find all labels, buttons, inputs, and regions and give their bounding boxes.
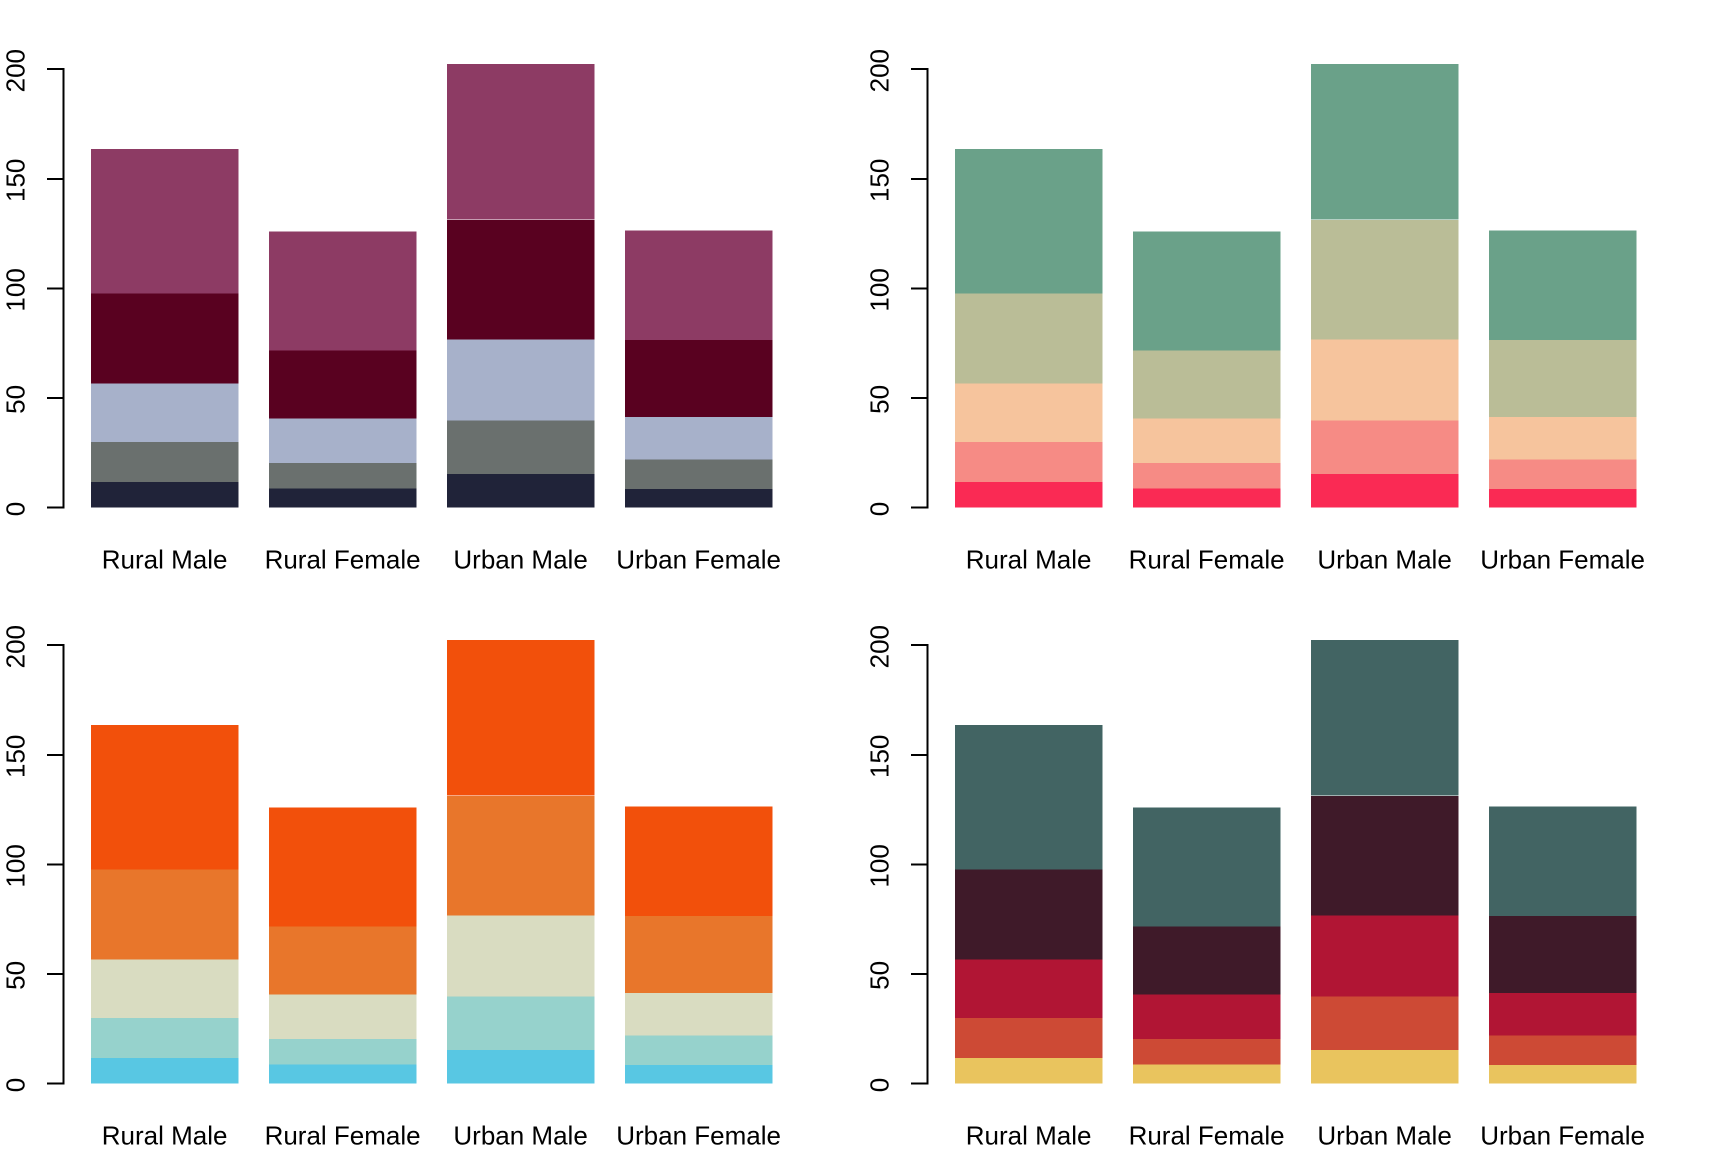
svg-text:100: 100 [865,268,895,311]
svg-text:100: 100 [1,268,31,311]
svg-text:Rural Male: Rural Male [966,545,1092,575]
svg-text:200: 200 [865,49,895,92]
svg-text:Urban Male: Urban Male [453,545,587,575]
svg-text:150: 150 [865,735,895,778]
svg-text:Rural Male: Rural Male [966,1121,1092,1151]
svg-text:0: 0 [1,1078,31,1092]
svg-text:0: 0 [865,502,895,516]
svg-text:0: 0 [865,1078,895,1092]
svg-text:Urban Male: Urban Male [1317,1121,1451,1151]
svg-text:Rural Female: Rural Female [1129,545,1285,575]
svg-text:Rural Male: Rural Male [102,545,228,575]
svg-text:150: 150 [1,159,31,202]
svg-text:Rural Male: Rural Male [102,1121,228,1151]
svg-text:50: 50 [1,385,31,414]
svg-text:200: 200 [1,49,31,92]
svg-text:Rural Female: Rural Female [1129,1121,1285,1151]
svg-text:Urban Female: Urban Female [616,1121,781,1151]
svg-text:Urban Male: Urban Male [1317,545,1451,575]
svg-text:Urban Female: Urban Female [1480,1121,1645,1151]
svg-text:150: 150 [865,159,895,202]
svg-text:Rural Female: Rural Female [265,1121,421,1151]
svg-text:0: 0 [1,502,31,516]
svg-text:100: 100 [865,844,895,887]
svg-text:Urban Male: Urban Male [453,1121,587,1151]
svg-text:150: 150 [1,735,31,778]
svg-text:50: 50 [1,961,31,990]
svg-text:50: 50 [865,385,895,414]
svg-text:200: 200 [865,625,895,668]
svg-text:200: 200 [1,625,31,668]
svg-text:50: 50 [865,961,895,990]
svg-text:100: 100 [1,844,31,887]
svg-text:Urban Female: Urban Female [1480,545,1645,575]
svg-text:Rural Female: Rural Female [265,545,421,575]
svg-text:Urban Female: Urban Female [616,545,781,575]
